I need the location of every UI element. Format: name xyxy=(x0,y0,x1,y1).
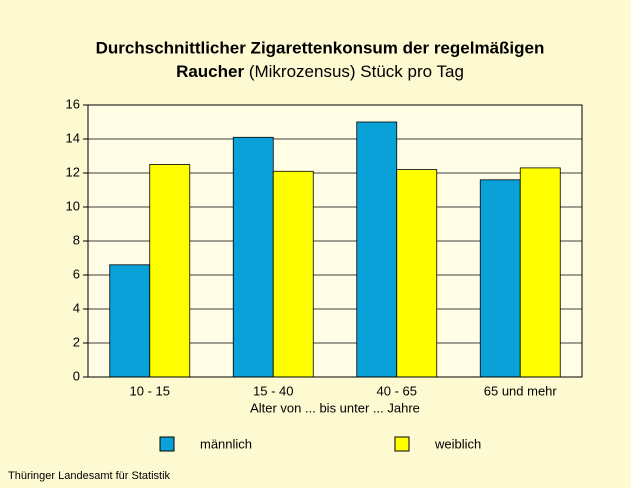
bar xyxy=(109,264,151,378)
chart-title: Raucher xyxy=(176,62,244,81)
y-tick-label: 4 xyxy=(73,300,80,315)
y-tick-label: 8 xyxy=(73,232,80,247)
legend-label: weiblich xyxy=(434,436,481,451)
legend-label: männlich xyxy=(200,436,252,451)
source-note: Thüringer Landesamt für Statistik xyxy=(8,470,171,482)
y-tick-label: 6 xyxy=(73,266,80,281)
x-tick-label: 40 - 65 xyxy=(377,383,417,398)
y-tick-label: 2 xyxy=(73,334,80,349)
bar xyxy=(356,121,398,378)
bar xyxy=(479,179,521,378)
bar xyxy=(149,164,191,378)
x-tick-label: 10 - 15 xyxy=(130,383,170,398)
y-tick-label: 12 xyxy=(66,164,80,179)
y-tick-label: 0 xyxy=(73,368,80,383)
legend-swatch xyxy=(159,436,175,452)
chart-title-line: Raucher (Mikrozensus) Stück pro Tag xyxy=(176,62,464,81)
bar xyxy=(396,169,438,378)
x-tick-label: 15 - 40 xyxy=(253,383,293,398)
chart-subtitle: (Mikrozensus) Stück pro Tag xyxy=(249,62,464,81)
y-tick-label: 14 xyxy=(66,130,80,145)
bar xyxy=(232,136,274,378)
x-axis-label: Alter von ... bis unter ... Jahre xyxy=(250,400,420,415)
chart-title: Durchschnittlicher Zigarettenkonsum der … xyxy=(96,38,545,57)
plot-border xyxy=(87,104,583,378)
x-tick-label: 65 und mehr xyxy=(484,383,558,398)
y-tick-label: 16 xyxy=(66,96,80,111)
y-tick-label: 10 xyxy=(66,198,80,213)
legend-swatch xyxy=(394,436,410,452)
bar xyxy=(272,170,314,378)
bar xyxy=(519,167,561,378)
